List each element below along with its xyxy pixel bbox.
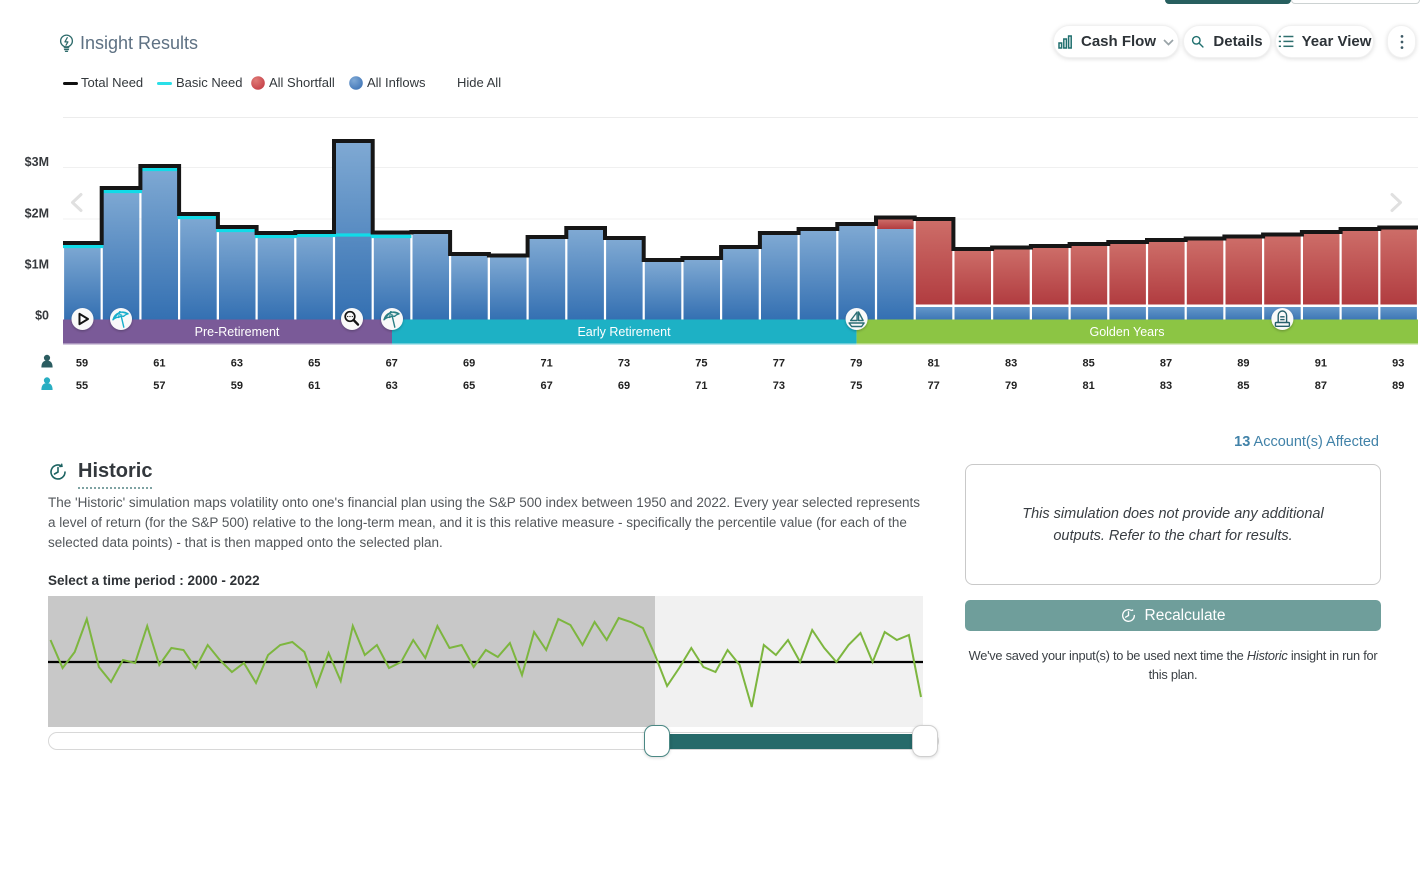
svg-text:65: 65 bbox=[463, 380, 475, 392]
svg-text:67: 67 bbox=[386, 358, 398, 370]
svg-text:83: 83 bbox=[1005, 358, 1017, 370]
svg-text:$2M: $2M bbox=[25, 207, 49, 221]
svg-text:81: 81 bbox=[1082, 380, 1094, 392]
svg-text:Golden Years: Golden Years bbox=[1089, 325, 1164, 339]
svg-text:93: 93 bbox=[1392, 358, 1404, 370]
svg-text:61: 61 bbox=[308, 380, 320, 392]
svg-text:59: 59 bbox=[231, 380, 243, 392]
svg-text:57: 57 bbox=[153, 380, 165, 392]
svg-text:79: 79 bbox=[850, 358, 862, 370]
svg-text:81: 81 bbox=[928, 358, 940, 370]
svg-text:69: 69 bbox=[463, 358, 475, 370]
svg-text:63: 63 bbox=[231, 358, 243, 370]
svg-text:65: 65 bbox=[308, 358, 320, 370]
svg-text:89: 89 bbox=[1237, 358, 1249, 370]
svg-text:73: 73 bbox=[618, 358, 630, 370]
svg-text:67: 67 bbox=[540, 380, 552, 392]
svg-text:$3M: $3M bbox=[25, 155, 49, 169]
svg-text:85: 85 bbox=[1237, 380, 1249, 392]
svg-text:75: 75 bbox=[850, 380, 862, 392]
svg-text:83: 83 bbox=[1160, 380, 1172, 392]
svg-text:55: 55 bbox=[76, 380, 88, 392]
svg-text:$1M: $1M bbox=[25, 258, 49, 272]
svg-text:59: 59 bbox=[76, 358, 88, 370]
svg-text:79: 79 bbox=[1005, 380, 1017, 392]
svg-text:91: 91 bbox=[1315, 358, 1327, 370]
svg-text:87: 87 bbox=[1315, 380, 1327, 392]
svg-text:77: 77 bbox=[773, 358, 785, 370]
svg-text:$0: $0 bbox=[35, 309, 49, 323]
svg-text:69: 69 bbox=[618, 380, 630, 392]
svg-text:77: 77 bbox=[928, 380, 940, 392]
svg-text:73: 73 bbox=[773, 380, 785, 392]
svg-text:61: 61 bbox=[153, 358, 165, 370]
svg-text:85: 85 bbox=[1082, 358, 1094, 370]
svg-text:71: 71 bbox=[540, 358, 552, 370]
svg-text:71: 71 bbox=[695, 380, 707, 392]
svg-text:Early Retirement: Early Retirement bbox=[577, 325, 671, 339]
svg-text:89: 89 bbox=[1392, 380, 1404, 392]
svg-text:75: 75 bbox=[695, 358, 707, 370]
svg-text:87: 87 bbox=[1160, 358, 1172, 370]
svg-text:Pre-Retirement: Pre-Retirement bbox=[195, 325, 280, 339]
svg-text:63: 63 bbox=[386, 380, 398, 392]
